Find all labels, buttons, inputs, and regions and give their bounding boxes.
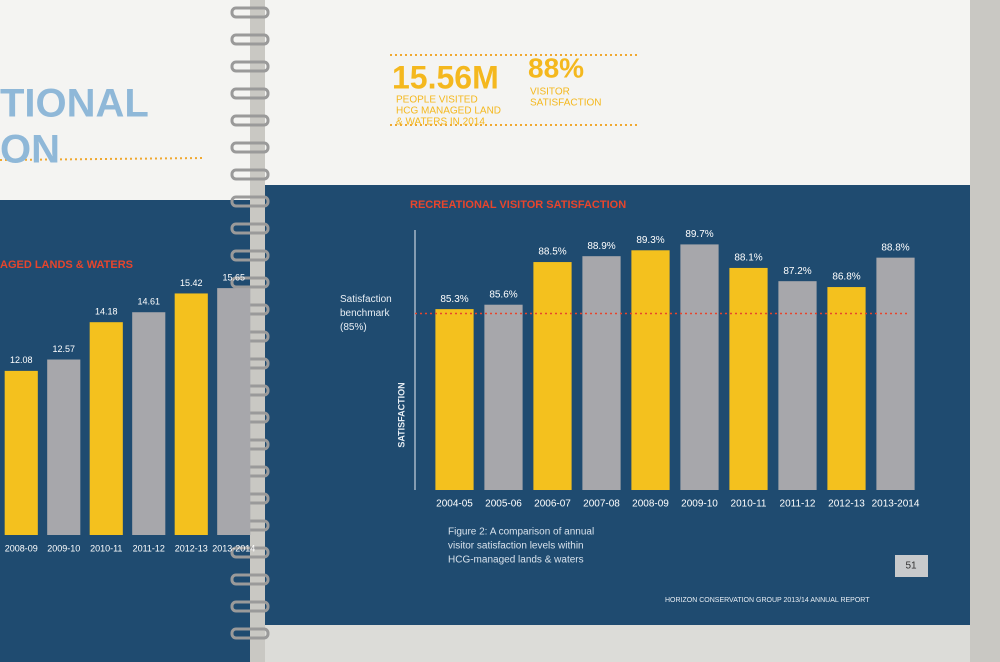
bar	[876, 257, 915, 490]
page-number-box	[895, 555, 928, 577]
bar	[89, 322, 123, 535]
binding-ring	[230, 87, 270, 100]
x-tick-label: 2008-09	[5, 543, 38, 553]
value-label: 86.8%	[832, 272, 860, 283]
value-label: 14.18	[95, 307, 118, 317]
stat-caption: & WATERS IN 2014	[396, 117, 485, 128]
x-tick-label: 2010-11	[731, 499, 767, 510]
binding-ring	[230, 60, 270, 73]
benchmark-label: (85%)	[340, 322, 367, 333]
x-tick-label: 2009-10	[681, 499, 718, 510]
bar	[174, 293, 208, 535]
value-label: 88.1%	[734, 253, 762, 264]
binding-ring	[230, 114, 270, 127]
heading: ON	[0, 128, 60, 172]
value-label: 15.65	[222, 272, 245, 282]
value-label: 12.08	[10, 355, 33, 365]
footer: HORIZON CONSERVATION GROUP 2013/14 ANNUA…	[665, 597, 870, 604]
bar	[217, 288, 251, 535]
x-tick-label: 2011-12	[780, 499, 816, 510]
bar	[435, 309, 474, 490]
bar	[582, 256, 621, 490]
bar	[484, 304, 523, 490]
value-label: 85.6%	[489, 289, 517, 300]
benchmark-label: benchmark	[340, 308, 390, 319]
page-edge	[265, 625, 970, 662]
bar	[778, 281, 817, 490]
value-label: 88.8%	[881, 242, 909, 253]
left-page-bottom	[0, 200, 250, 662]
stat-value: 15.56M	[392, 59, 499, 95]
heading: TIONAL	[0, 82, 149, 126]
figure-caption: HCG-managed lands & waters	[448, 555, 584, 566]
stat-caption: VISITOR	[530, 87, 570, 98]
x-tick-label: 2013-2014	[872, 499, 920, 510]
x-tick-label: 2013-2014	[212, 543, 255, 553]
binding-ring	[230, 33, 270, 46]
bar	[827, 287, 866, 490]
stat-caption: PEOPLE VISITED	[396, 95, 478, 106]
divider	[0, 157, 206, 161]
binding-ring	[230, 276, 270, 289]
x-tick-label: 2009-10	[47, 543, 80, 553]
figure-caption: visitor satisfaction levels within	[448, 541, 584, 552]
page-number: 51	[905, 561, 917, 572]
bar	[132, 312, 166, 535]
x-tick-label: 2012-13	[175, 543, 208, 553]
value-label: 88.9%	[587, 241, 615, 252]
bar	[680, 244, 719, 490]
binding-ring	[230, 168, 270, 181]
x-tick-label: 2011-12	[133, 543, 165, 553]
x-tick-label: 2010-11	[90, 543, 122, 553]
x-tick-label: 2008-09	[632, 499, 669, 510]
value-label: 12.57	[52, 344, 75, 354]
value-label: 15.42	[180, 278, 203, 288]
binding-ring	[230, 546, 270, 559]
value-label: 85.3%	[440, 294, 468, 305]
benchmark-label: Satisfaction	[340, 294, 392, 305]
x-tick-label: 2005-06	[485, 499, 522, 510]
value-label: 88.5%	[538, 247, 566, 258]
binding-ring	[230, 627, 270, 640]
stat-value: 88%	[528, 52, 584, 83]
value-label: 89.3%	[636, 235, 664, 246]
left-page-top	[0, 0, 250, 200]
y-axis-label: SATISFACTION	[396, 382, 406, 447]
bar	[4, 370, 38, 535]
value-label: 87.2%	[783, 266, 811, 277]
stat-caption: HCG MANAGED LAND	[396, 106, 501, 117]
x-tick-label: 2007-08	[583, 499, 620, 510]
x-tick-label: 2006-07	[534, 499, 571, 510]
stat-caption: SATISFACTION	[530, 98, 602, 109]
bar	[729, 267, 768, 490]
binding-ring	[230, 600, 270, 613]
chart-title: RECREATIONAL VISITOR SATISFACTION	[410, 199, 626, 211]
binding-ring	[230, 141, 270, 154]
value-label: 89.7%	[685, 229, 713, 240]
binding-ring	[230, 222, 270, 235]
binding-ring	[230, 573, 270, 586]
binding-ring	[230, 6, 270, 19]
value-label: 14.61	[137, 297, 160, 307]
right-page-top	[265, 0, 970, 185]
x-tick-label: 2004-05	[436, 499, 473, 510]
binding-ring	[230, 195, 270, 208]
bar	[631, 250, 670, 490]
figure-caption: Figure 2: A comparison of annual	[448, 527, 594, 538]
binding-ring	[230, 249, 270, 262]
x-tick-label: 2012-13	[828, 499, 865, 510]
chart-title: AGED LANDS & WATERS	[0, 259, 133, 271]
bar	[533, 262, 572, 490]
bar	[47, 359, 81, 535]
